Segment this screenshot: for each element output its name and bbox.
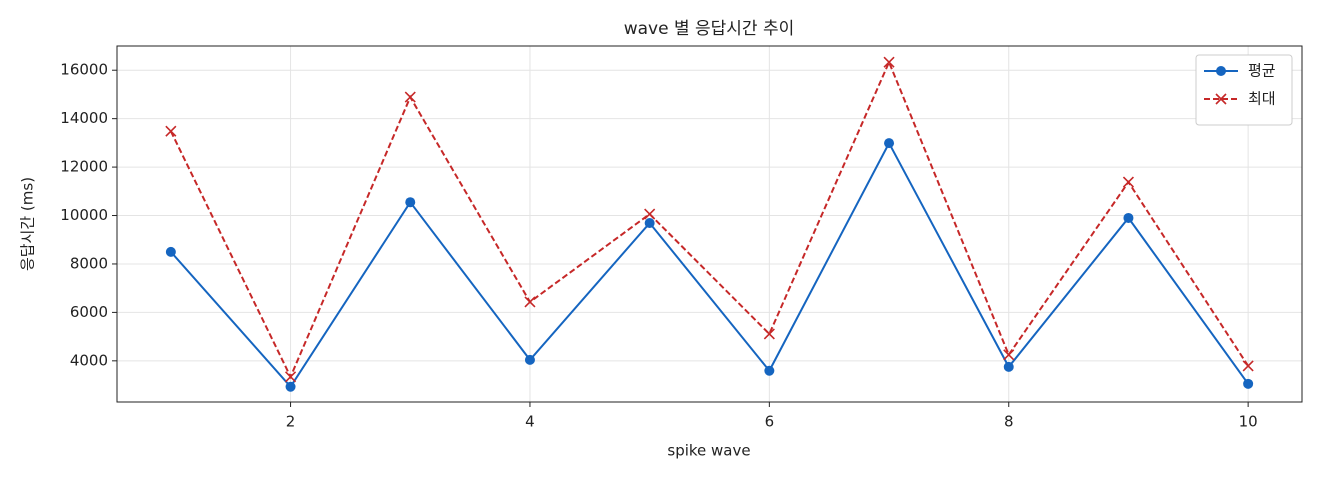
point	[1123, 212, 1134, 223]
y-tick-label: 16000	[60, 61, 108, 79]
point	[405, 197, 416, 208]
legend-marker	[1215, 93, 1227, 105]
point	[285, 381, 296, 392]
point	[404, 91, 416, 103]
legend-label: 최대	[1248, 90, 1276, 108]
point	[1122, 176, 1135, 188]
plot-frame	[116, 45, 1303, 403]
point	[1242, 360, 1254, 372]
point	[165, 246, 176, 257]
point	[644, 208, 656, 220]
y-tick-label: 14000	[60, 109, 108, 127]
y-tick-label: 10000	[60, 206, 108, 224]
series-line	[169, 59, 1249, 380]
x-tick-label: 8	[1004, 413, 1014, 431]
point	[165, 125, 177, 137]
legend-label: 평균	[1248, 62, 1276, 80]
y-tick-label: 8000	[70, 254, 108, 272]
y-tick-label: 6000	[70, 303, 108, 321]
x-tick-label: 6	[765, 413, 775, 431]
x-tick-label: 4	[525, 413, 535, 431]
point	[1003, 349, 1015, 361]
chart-title: wave 별 응답시간 추이	[624, 19, 795, 39]
y-tick-label: 12000	[60, 158, 108, 176]
x-tick-label: 10	[1239, 413, 1258, 431]
y-axis-label: 응답시간 (ms)	[19, 177, 37, 271]
x-axis-label: spike wave	[667, 442, 750, 460]
point	[883, 56, 895, 68]
point	[284, 371, 297, 383]
y-tick-label: 4000	[70, 351, 108, 369]
legend-box	[1195, 54, 1293, 126]
series-line	[170, 140, 1249, 389]
point	[644, 218, 655, 229]
legend-marker	[1216, 66, 1226, 76]
x-tick-label: 2	[286, 413, 296, 431]
point	[1243, 378, 1254, 389]
plot	[165, 56, 1254, 392]
point	[884, 138, 895, 149]
point	[1003, 361, 1014, 372]
point	[524, 354, 535, 365]
point	[763, 328, 775, 340]
point	[524, 296, 536, 308]
point	[764, 365, 775, 376]
